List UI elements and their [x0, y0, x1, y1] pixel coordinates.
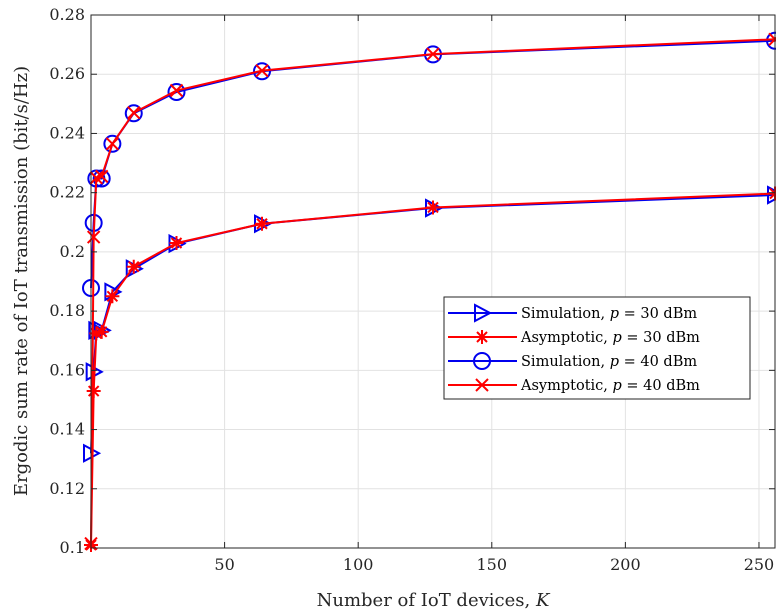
- x-axis-label: Number of IoT devices, K: [317, 590, 551, 611]
- data-point: [169, 83, 184, 98]
- x-tick-label: 200: [610, 555, 641, 574]
- data-point: [124, 104, 143, 123]
- grid-layer: [91, 14, 775, 549]
- series-4: [84, 32, 776, 551]
- legend-label: Simulation, p = 40 dBm: [521, 354, 697, 370]
- x-tick-label: 50: [214, 555, 234, 574]
- data-point: [89, 326, 104, 341]
- data-point: [255, 63, 269, 78]
- y-tick-label: 0.2: [60, 242, 85, 261]
- y-axis-label: Ergodic sum rate of IoT transmission (bi…: [11, 66, 32, 496]
- legend-marker: [474, 303, 493, 323]
- legend-label: Simulation, p = 30 dBm: [521, 306, 697, 322]
- y-tick-label: 0.18: [49, 301, 85, 320]
- legend-label: Asymptotic, p = 30 dBm: [520, 330, 700, 346]
- ticks-layer: 50 100 150 200 250 0.1 0.12 0.14 0.16 0.18 0.2 0.22…: [49, 5, 775, 574]
- data-point: [169, 236, 184, 251]
- data-point: [255, 216, 269, 231]
- series-line: [90, 39, 776, 289]
- legend-entry: Asymptotic, p = 40 dBm: [448, 378, 700, 394]
- data-point: [92, 169, 111, 188]
- legend-marker: [475, 330, 489, 344]
- y-tick-label: 0.24: [49, 123, 85, 142]
- legend: Simulation, p = 30 dBm Asymptotic, p = 30…: [443, 296, 751, 400]
- data-point: [103, 134, 122, 153]
- y-tick-label: 0.1: [60, 538, 85, 557]
- legend-entry: Asymptotic, p = 30 dBm: [448, 330, 700, 346]
- legend-label: Asymptotic, p = 40 dBm: [520, 378, 700, 394]
- series-3: [82, 31, 776, 298]
- data-point: [127, 106, 141, 120]
- series-2: [84, 186, 776, 553]
- data-point: [426, 200, 440, 215]
- legend-marker: [473, 352, 491, 370]
- data-point: [105, 289, 120, 304]
- legend-entry: Simulation, p = 40 dBm: [448, 352, 697, 370]
- data-point: [426, 47, 440, 61]
- series-line: [90, 192, 776, 546]
- y-tick-label: 0.16: [49, 360, 85, 379]
- legend-entry: Simulation, p = 30 dBm: [448, 303, 697, 323]
- data-point: [94, 169, 109, 184]
- x-tick-label: 250: [744, 555, 775, 574]
- data-point: [167, 82, 186, 101]
- legend-marker: [475, 378, 489, 392]
- y-tick-label: 0.28: [49, 5, 85, 24]
- data-point: [94, 324, 109, 339]
- series-layer: [82, 31, 776, 553]
- x-tick-label: 150: [477, 555, 508, 574]
- y-tick-label: 0.26: [49, 64, 85, 83]
- y-tick-label: 0.12: [49, 479, 85, 498]
- y-tick-label: 0.14: [49, 420, 85, 439]
- y-tick-label: 0.22: [49, 183, 85, 202]
- x-tick-label: 100: [343, 555, 374, 574]
- series-line: [90, 38, 776, 544]
- data-point: [86, 384, 101, 399]
- data-point: [86, 230, 101, 244]
- data-point: [126, 259, 141, 274]
- plot-frame: [90, 14, 776, 549]
- data-point: [105, 137, 120, 151]
- data-point: [253, 62, 271, 81]
